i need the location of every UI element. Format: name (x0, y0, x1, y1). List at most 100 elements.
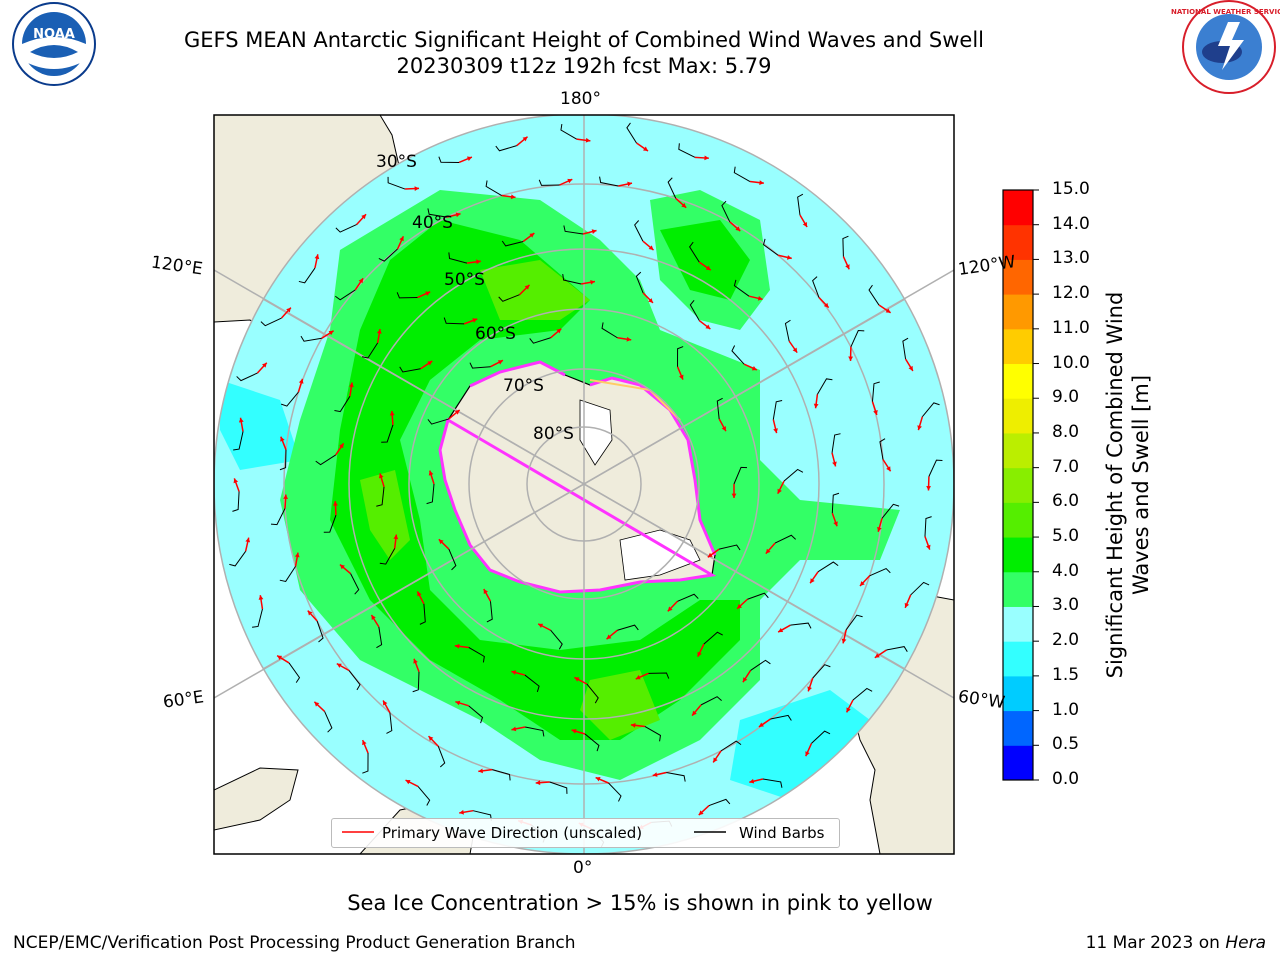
wind-barb (525, 726, 545, 737)
wind-barb (361, 342, 379, 359)
wave-direction-arrowhead (393, 534, 399, 540)
wave-direction-arrowhead (635, 675, 641, 680)
colorbar-tick-label: 0.0 (1052, 769, 1080, 789)
wave-direction-arrowhead (759, 180, 764, 186)
wind-barb (678, 143, 696, 158)
colorbar-tick-label: 0.5 (1052, 734, 1080, 755)
wind-barb (720, 740, 742, 752)
wind-barb (626, 122, 637, 144)
wave-direction-arrowhead (698, 810, 704, 816)
wind-barb (869, 567, 891, 577)
wave-direction-arrowhead (405, 779, 411, 785)
wind-barb (233, 431, 244, 451)
wind-barb (399, 366, 421, 373)
wind-barb (376, 486, 385, 507)
wind-barb (236, 372, 258, 382)
wind-barb (831, 433, 841, 453)
wind-barb (584, 733, 600, 752)
wave-direction-arrowhead (371, 614, 376, 620)
wave-direction-arrowhead (925, 544, 931, 550)
wave-direction-arrowhead (705, 265, 711, 271)
wave-direction-arrowhead (427, 361, 433, 366)
wave-direction-arrowhead (522, 136, 528, 142)
wind-barb (816, 378, 833, 395)
wave-direction-arrowhead (294, 552, 300, 558)
svg-text:NATIONAL WEATHER SERVICE: NATIONAL WEATHER SERVICE (1171, 8, 1280, 16)
wind-barb (762, 238, 779, 256)
wind-barb (689, 299, 700, 321)
wind-barb (599, 176, 619, 187)
colorbar-segment (1003, 467, 1033, 503)
map-legend: Primary Wave Direction (unscaled) Wind B… (331, 818, 840, 848)
wind-barb (703, 631, 723, 645)
wind-barb (443, 317, 465, 325)
wind-barb (845, 614, 863, 631)
legend-wave-direction: Primary Wave Direction (unscaled) (382, 824, 643, 842)
wave-direction-arrowhead (455, 212, 461, 218)
wave-direction-arrowhead (777, 488, 782, 494)
wind-barb (721, 200, 731, 222)
colorbar-segment (1003, 259, 1033, 295)
wind-barb (334, 396, 351, 413)
wind-barb (348, 670, 361, 691)
wind-barb (677, 593, 699, 602)
wave-direction-arrowhead (567, 178, 573, 184)
wind-barb (381, 424, 394, 443)
wave-direction-arrowhead (362, 740, 367, 746)
wind-barb (498, 294, 520, 302)
wave-direction-arrowhead (466, 156, 472, 161)
wave-direction-arrowhead (339, 443, 344, 449)
wave-direction-arrowhead (339, 564, 345, 570)
wave-direction-arrowhead (238, 417, 244, 423)
wind-barb (666, 771, 686, 782)
wave-direction-arrowhead (886, 466, 891, 472)
colorbar-label: Significant Height of Combined Wind Wave… (1103, 291, 1153, 679)
wave-direction-arrowhead (277, 655, 283, 660)
wind-barb (733, 166, 751, 182)
colorbar-segment (1003, 328, 1033, 365)
wind-barb (324, 711, 333, 733)
wind-barb (560, 124, 577, 140)
wave-direction-arrowhead (846, 707, 851, 713)
wave-direction-arrowhead (648, 245, 654, 251)
colorbar-tick-label: 3.0 (1052, 595, 1080, 616)
wave-direction-arrowhead (833, 521, 838, 527)
chart-title: GEFS MEAN Antarctic Significant Height o… (183, 28, 985, 52)
wave-direction-arrowhead (792, 347, 798, 353)
wind-barb (635, 271, 644, 294)
wave-direction-arrowhead (807, 686, 812, 692)
wave-direction-arrowhead (751, 365, 757, 371)
wind-barb (316, 620, 324, 643)
wind-barb (492, 769, 511, 781)
map-panel (214, 115, 954, 854)
colorbar-segment (1003, 537, 1033, 573)
wave-direction-arrowhead (765, 548, 771, 554)
lon-label-180: 180° (560, 89, 601, 109)
colorbar-segment (1003, 432, 1033, 469)
lon-label-0: 0° (573, 858, 593, 878)
wave-direction-arrowhead (731, 493, 737, 498)
wave-direction-arrowhead (314, 254, 320, 260)
wind-barb (426, 483, 435, 505)
graticule (214, 115, 954, 854)
colorbar-tick-label: 13.0 (1052, 248, 1090, 269)
wind-barb (260, 317, 282, 327)
lat-label-80s: 80°S (533, 424, 574, 444)
vector-field (229, 122, 943, 848)
wind-barb (708, 798, 731, 807)
wave-direction-arrowhead (454, 409, 460, 415)
wind-barb (831, 492, 840, 514)
wave-direction-arrowhead (786, 255, 792, 260)
wave-direction-arrowhead (802, 222, 808, 228)
wind-barb (719, 544, 741, 551)
wave-direction-arrowhead (773, 428, 778, 434)
wind-barb (376, 626, 383, 649)
wind-barb (812, 276, 820, 298)
wave-direction-arrowhead (258, 595, 264, 600)
legend-wind-barbs: Wind Barbs (739, 824, 825, 842)
wind-barb (279, 566, 296, 582)
wind-barb (529, 337, 551, 344)
wind-barb (495, 145, 517, 152)
wave-direction-arrowhead (590, 279, 595, 285)
wave-direction-arrowhead (758, 722, 764, 727)
